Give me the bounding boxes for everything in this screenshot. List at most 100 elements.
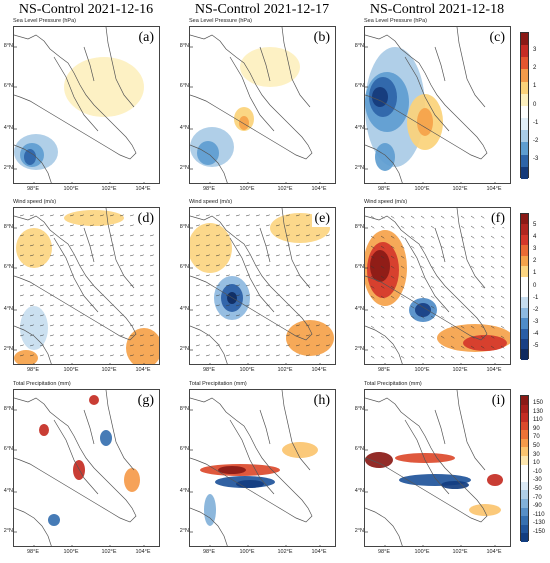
wind-vector: [109, 324, 114, 327]
wind-vector: [370, 315, 375, 319]
wind-vector: [39, 294, 44, 297]
colorbar-segment: [521, 396, 528, 405]
wind-vector: [99, 244, 104, 247]
wind-vector: [235, 344, 240, 347]
coastline: [365, 215, 488, 341]
wind-vector: [99, 264, 104, 267]
wind-vector: [470, 355, 475, 359]
anomaly-contour: [16, 228, 52, 268]
wind-vector: [19, 294, 24, 297]
wind-vector: [39, 214, 44, 217]
wind-vector: [450, 225, 455, 229]
wind-vector: [325, 284, 330, 287]
wind-vector: [129, 264, 134, 267]
wind-vector: [325, 354, 330, 357]
wind-vector: [390, 275, 395, 279]
wind-vector: [89, 274, 94, 277]
wind-vector: [460, 215, 465, 219]
wind-vector: [79, 324, 84, 327]
wind-vector: [470, 245, 475, 249]
wind-vector: [295, 214, 300, 217]
y-tick-label: 6°N: [354, 83, 364, 89]
wind-vector: [400, 345, 405, 349]
wind-vector: [69, 354, 74, 357]
wind-vector: [490, 345, 495, 349]
wind-vector: [480, 305, 485, 309]
x-tick-label: 102°E: [452, 186, 468, 192]
wind-vector: [69, 294, 74, 297]
wind-vector: [79, 344, 84, 347]
wind-vector: [119, 304, 124, 307]
map-panel: (f): [364, 207, 511, 365]
wind-vector: [490, 285, 495, 289]
wind-vector: [390, 255, 395, 259]
wind-vector: [29, 224, 34, 227]
anomaly-contour: [236, 480, 264, 488]
wind-vector: [460, 345, 465, 349]
y-tick-label: 8°N: [179, 406, 189, 412]
wind-vector: [440, 295, 445, 299]
wind-vector: [245, 224, 250, 227]
wind-vector: [89, 294, 94, 297]
wind-vector: [390, 355, 395, 359]
wind-vector: [325, 344, 330, 347]
wind-vector: [89, 314, 94, 317]
wind-vector: [225, 304, 230, 307]
wind-vector: [59, 284, 64, 287]
colorbar-label: -10: [533, 468, 542, 475]
wind-vector: [49, 264, 54, 267]
wind-vector: [460, 315, 465, 319]
wind-vector: [400, 325, 405, 329]
wind-vector: [315, 244, 320, 247]
wind-vector: [205, 314, 210, 317]
wind-vector: [129, 334, 134, 337]
wind-vector: [390, 225, 395, 229]
wind-vector: [149, 344, 154, 347]
wind-vector: [59, 224, 64, 227]
map-canvas: [365, 390, 503, 546]
y-tick-label: 6°N: [354, 446, 364, 452]
wind-vector: [440, 235, 445, 239]
wind-vector: [500, 265, 505, 269]
wind-vector: [325, 244, 330, 247]
wind-vector: [390, 245, 395, 249]
wind-vector: [149, 324, 154, 327]
wind-vector: [440, 275, 445, 279]
wind-vector: [129, 214, 134, 217]
wind-vector: [139, 274, 144, 277]
wind-vector: [480, 245, 485, 249]
wind-vector: [295, 264, 300, 267]
variable-label: Sea Level Pressure (hPa): [13, 18, 76, 24]
wind-vector: [275, 264, 280, 267]
wind-vector: [19, 264, 24, 267]
wind-vector: [380, 235, 385, 239]
wind-vector: [225, 214, 230, 217]
wind-vector: [380, 295, 385, 299]
variable-label: Total Precipitation (mm): [364, 381, 422, 387]
wind-vector: [205, 264, 210, 267]
wind-vector: [410, 275, 415, 279]
wind-vector: [99, 344, 104, 347]
wind-vector: [19, 234, 24, 237]
wind-vector: [99, 224, 104, 227]
wind-vector: [215, 264, 220, 267]
wind-vector: [205, 234, 210, 237]
wind-vector: [29, 354, 34, 357]
wind-vector: [99, 234, 104, 237]
wind-vector: [470, 315, 475, 319]
wind-vector: [380, 285, 385, 289]
wind-vector: [235, 284, 240, 287]
wind-vector: [235, 334, 240, 337]
wind-vector: [245, 254, 250, 257]
wind-vector: [59, 304, 64, 307]
colorbar-segment: [521, 318, 528, 329]
wind-vector: [285, 254, 290, 257]
colorbar-segment: [521, 130, 528, 143]
wind-vector: [440, 315, 445, 319]
wind-vector: [305, 354, 310, 357]
y-tick-label: 8°N: [3, 224, 13, 230]
y-tick-label: 4°N: [179, 125, 189, 131]
wind-vector: [89, 254, 94, 257]
y-tick-label: 6°N: [354, 264, 364, 270]
wind-vector: [39, 264, 44, 267]
